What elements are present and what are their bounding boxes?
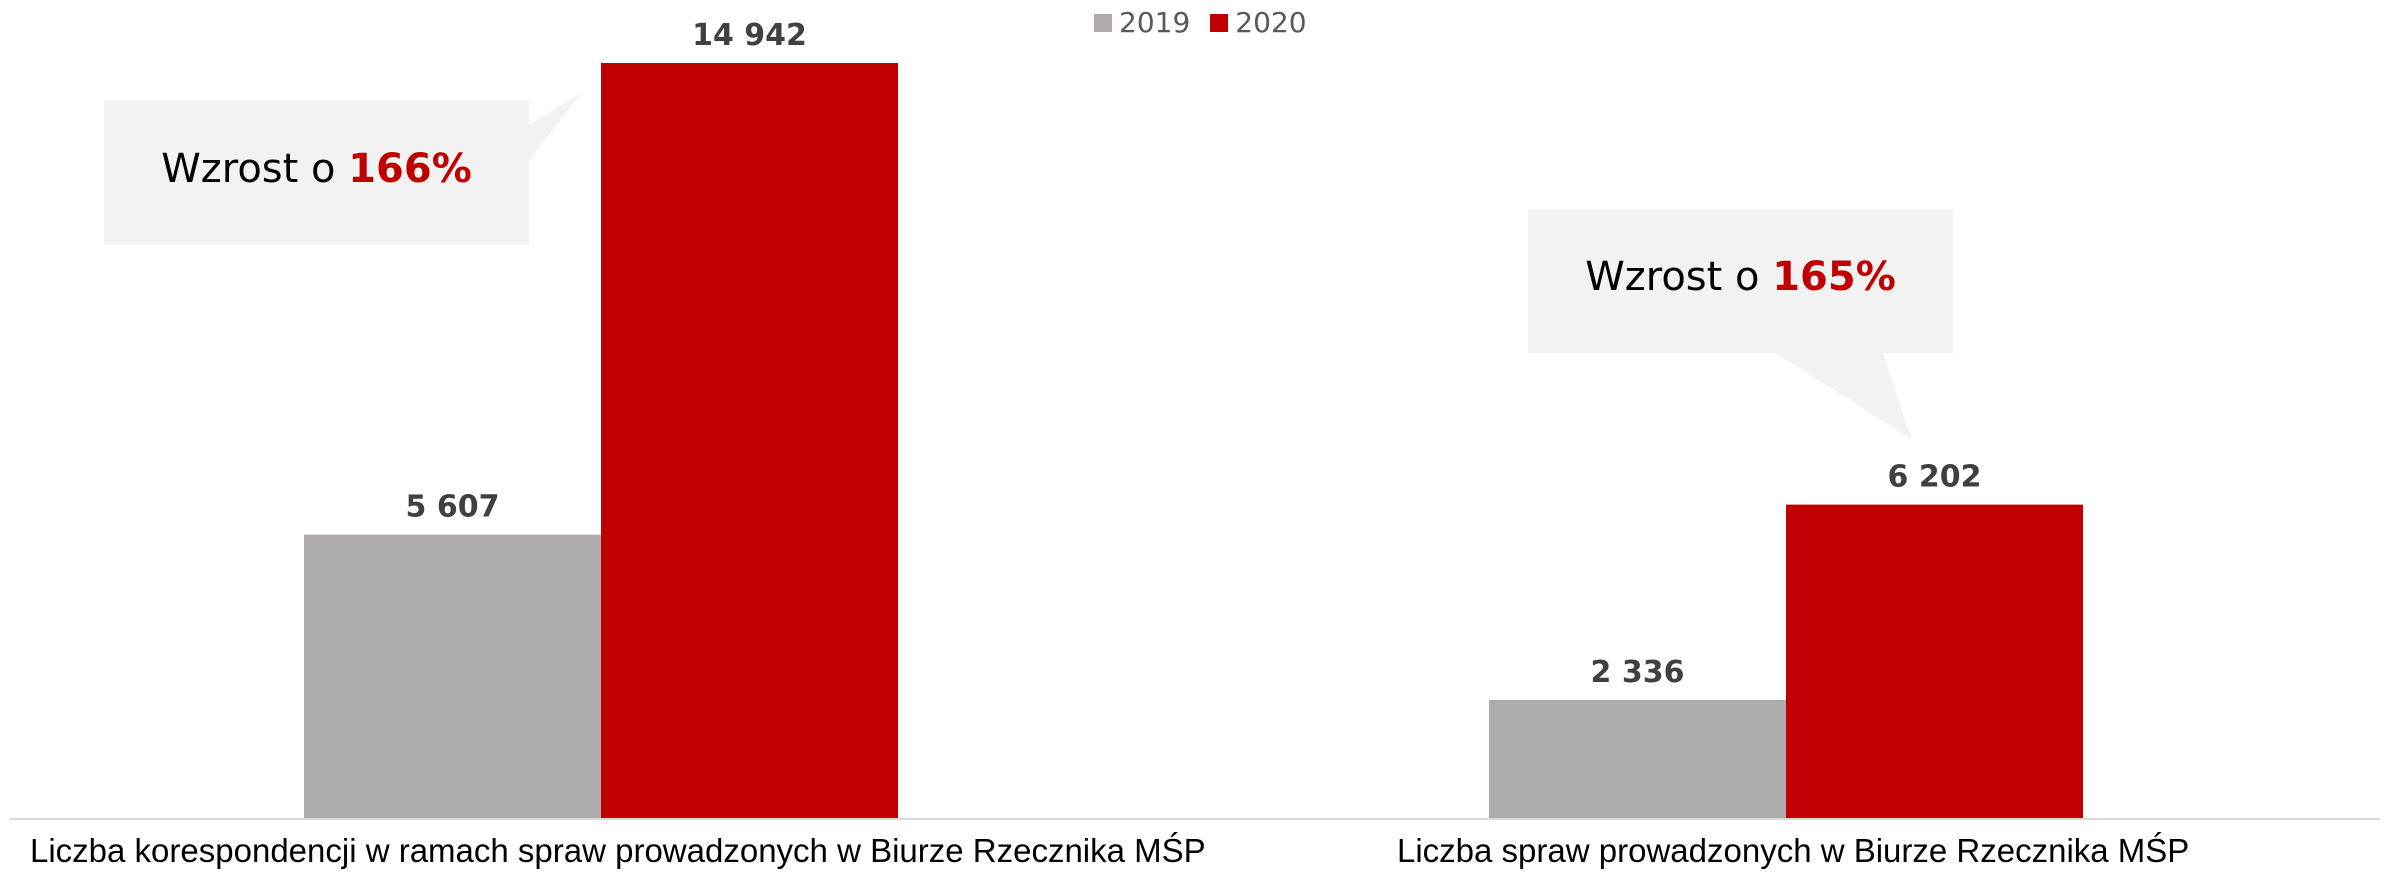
callout-prefix: Wzrost o [1585,254,1773,300]
value-label-2019-category-1: 5 607 [406,490,500,525]
legend-label-2019: 2019 [1119,6,1191,39]
category-label-correspondence: Liczba korespondencji w ramach spraw pro… [30,832,1206,869]
legend-swatch-2020 [1210,13,1229,32]
legend-item-2020: 2020 [1210,6,1307,39]
bar-2020-category-2 [1786,504,2083,818]
callout-text-cases: Wzrost o 165% [1528,254,1953,300]
callout-bubble-cases [1528,209,1953,439]
callouts [104,93,1953,439]
bars [304,63,2083,818]
bar-2019-category-2 [1489,699,1786,818]
value-label-2019-category-2: 2 336 [1591,655,1685,690]
bar-2020-category-1 [601,63,898,818]
callout-percentage: 166% [348,146,472,192]
value-label-2020-category-2: 6 202 [1888,460,1982,495]
category-label-cases: Liczba spraw prowadzonych w Biurze Rzecz… [1397,832,2190,869]
legend-item-2019: 2019 [1094,6,1190,39]
bar-2019-category-1 [304,534,601,818]
callout-bubble-correspondence [104,93,581,245]
value-label-2020-category-1: 14 942 [692,18,807,53]
legend-swatch-2019 [1094,13,1112,32]
legend: 2019 2020 [1094,6,1307,39]
callout-percentage: 165% [1772,254,1896,300]
callout-text-correspondence: Wzrost o 166% [104,146,529,192]
callout-prefix: Wzrost o [161,146,349,192]
legend-label-2020: 2020 [1235,6,1307,39]
value-labels: 5 607 14 942 2 336 6 202 [406,18,1982,690]
